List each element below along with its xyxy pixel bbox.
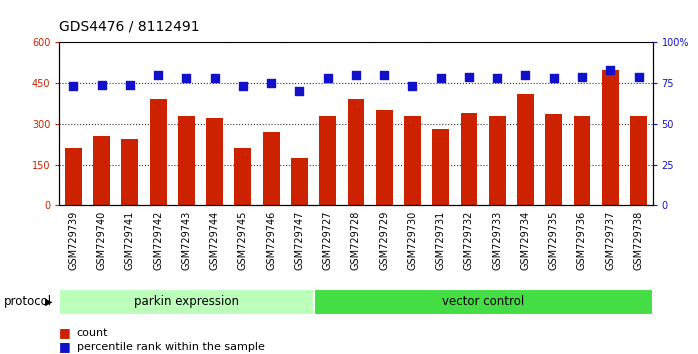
Bar <box>630 116 647 205</box>
Text: GSM729739: GSM729739 <box>68 211 78 270</box>
Point <box>181 75 192 81</box>
Bar <box>59 289 313 315</box>
Point <box>237 84 248 89</box>
Point <box>124 82 135 88</box>
Text: GSM729735: GSM729735 <box>549 211 558 270</box>
Point <box>548 75 559 81</box>
Point <box>604 67 616 73</box>
Text: GSM729727: GSM729727 <box>322 211 333 270</box>
Text: protocol: protocol <box>3 295 52 308</box>
Text: percentile rank within the sample: percentile rank within the sample <box>77 342 265 352</box>
Text: GSM729737: GSM729737 <box>605 211 615 270</box>
Point <box>491 75 503 81</box>
Text: GSM729734: GSM729734 <box>521 211 530 270</box>
Text: GSM729733: GSM729733 <box>492 211 503 270</box>
Text: ▶: ▶ <box>45 297 52 307</box>
Text: GSM729736: GSM729736 <box>577 211 587 270</box>
Point <box>322 75 334 81</box>
Text: GSM729743: GSM729743 <box>181 211 191 270</box>
Bar <box>432 129 450 205</box>
Text: GDS4476 / 8112491: GDS4476 / 8112491 <box>59 19 200 34</box>
Point <box>209 75 221 81</box>
Point <box>577 74 588 80</box>
Text: count: count <box>77 328 108 338</box>
Text: GSM729744: GSM729744 <box>209 211 220 270</box>
Bar <box>545 114 562 205</box>
Point <box>153 72 164 78</box>
Bar <box>313 289 653 315</box>
Text: parkin expression: parkin expression <box>134 295 239 308</box>
Bar <box>602 70 618 205</box>
Bar <box>65 148 82 205</box>
Bar <box>178 116 195 205</box>
Text: GSM729747: GSM729747 <box>295 211 304 270</box>
Text: GSM729731: GSM729731 <box>436 211 446 270</box>
Text: GSM729741: GSM729741 <box>125 211 135 270</box>
Point <box>435 75 446 81</box>
Bar <box>461 113 477 205</box>
Bar <box>319 116 336 205</box>
Point <box>294 88 305 94</box>
Point <box>463 74 475 80</box>
Point <box>407 84 418 89</box>
Bar <box>574 116 591 205</box>
Point <box>68 84 79 89</box>
Bar <box>262 132 280 205</box>
Bar <box>235 148 251 205</box>
Text: GSM729742: GSM729742 <box>154 211 163 270</box>
Text: GSM729740: GSM729740 <box>97 211 107 270</box>
Text: GSM729730: GSM729730 <box>408 211 417 270</box>
Point <box>266 80 277 86</box>
Bar <box>348 99 364 205</box>
Bar <box>94 136 110 205</box>
Text: GSM729746: GSM729746 <box>266 211 276 270</box>
Text: GSM729728: GSM729728 <box>351 211 361 270</box>
Point <box>96 82 107 88</box>
Point <box>378 72 389 78</box>
Point <box>520 72 531 78</box>
Bar <box>404 116 421 205</box>
Point <box>350 72 362 78</box>
Text: GSM729732: GSM729732 <box>464 211 474 270</box>
Text: ■: ■ <box>59 341 71 353</box>
Text: vector control: vector control <box>442 295 524 308</box>
Bar <box>150 99 167 205</box>
Bar <box>489 116 506 205</box>
Point <box>633 74 644 80</box>
Text: GSM729745: GSM729745 <box>238 211 248 270</box>
Bar <box>206 119 223 205</box>
Bar <box>517 94 534 205</box>
Text: GSM729729: GSM729729 <box>379 211 389 270</box>
Text: GSM729738: GSM729738 <box>634 211 644 270</box>
Bar <box>121 139 138 205</box>
Bar <box>291 158 308 205</box>
Text: ■: ■ <box>59 326 71 339</box>
Bar <box>376 110 393 205</box>
